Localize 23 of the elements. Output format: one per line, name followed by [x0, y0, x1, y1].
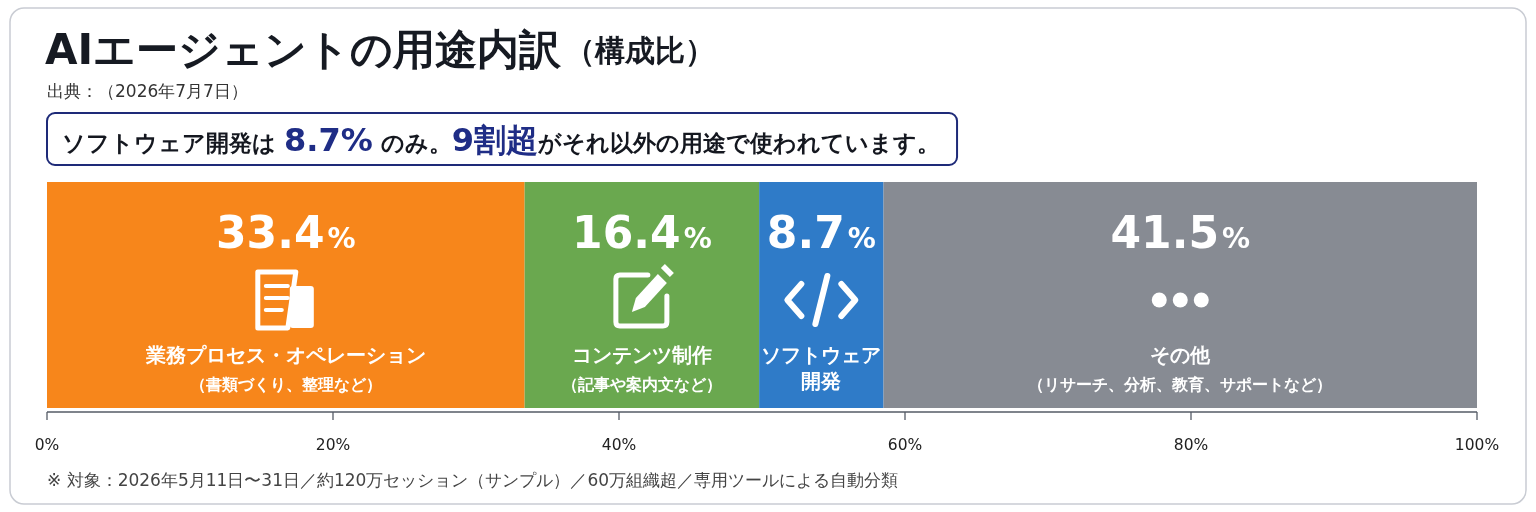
chart-subtitle: （構成比）	[565, 33, 716, 68]
text: ※ 対象：2026年5月11日〜31日／約120万セッション（サンプル）／60万組織超／専用ツールによる自動分類	[47, 470, 899, 490]
bar	[47, 182, 525, 408]
series-label: その他（リサーチ、分析、教育、サポートなど）	[1028, 344, 1333, 394]
text: ソフトウェア開発は 8.7% のみ。9割超がそれ以外の用途で使われています。	[62, 121, 941, 159]
series-label: コンテンツ制作（記事や案内文など）	[561, 344, 722, 394]
source-note: 出典：（2026年7月7日）	[47, 81, 248, 101]
x-tick-label: 20%	[315, 436, 351, 454]
x-tick-label: 100%	[1454, 436, 1500, 454]
bar	[759, 182, 884, 408]
data-label: 8.7%	[766, 207, 876, 258]
bar	[524, 182, 760, 408]
series-label: 業務プロセス・オペレーション（書類づくり、整理など）	[144, 344, 426, 394]
chart-title: AIエージェントの用途内訳	[45, 25, 563, 74]
x-tick-label: 40%	[601, 436, 637, 454]
series-label: ソフトウェア開発	[761, 344, 882, 393]
bar	[883, 182, 1477, 408]
x-tick-label: 80%	[1173, 436, 1209, 454]
x-tick-label: 60%	[887, 436, 923, 454]
data-label: 33.4%	[216, 207, 356, 258]
data-label: 16.4%	[572, 207, 712, 258]
x-tick-label: 0%	[34, 436, 60, 454]
data-label: 41.5%	[1110, 207, 1251, 258]
